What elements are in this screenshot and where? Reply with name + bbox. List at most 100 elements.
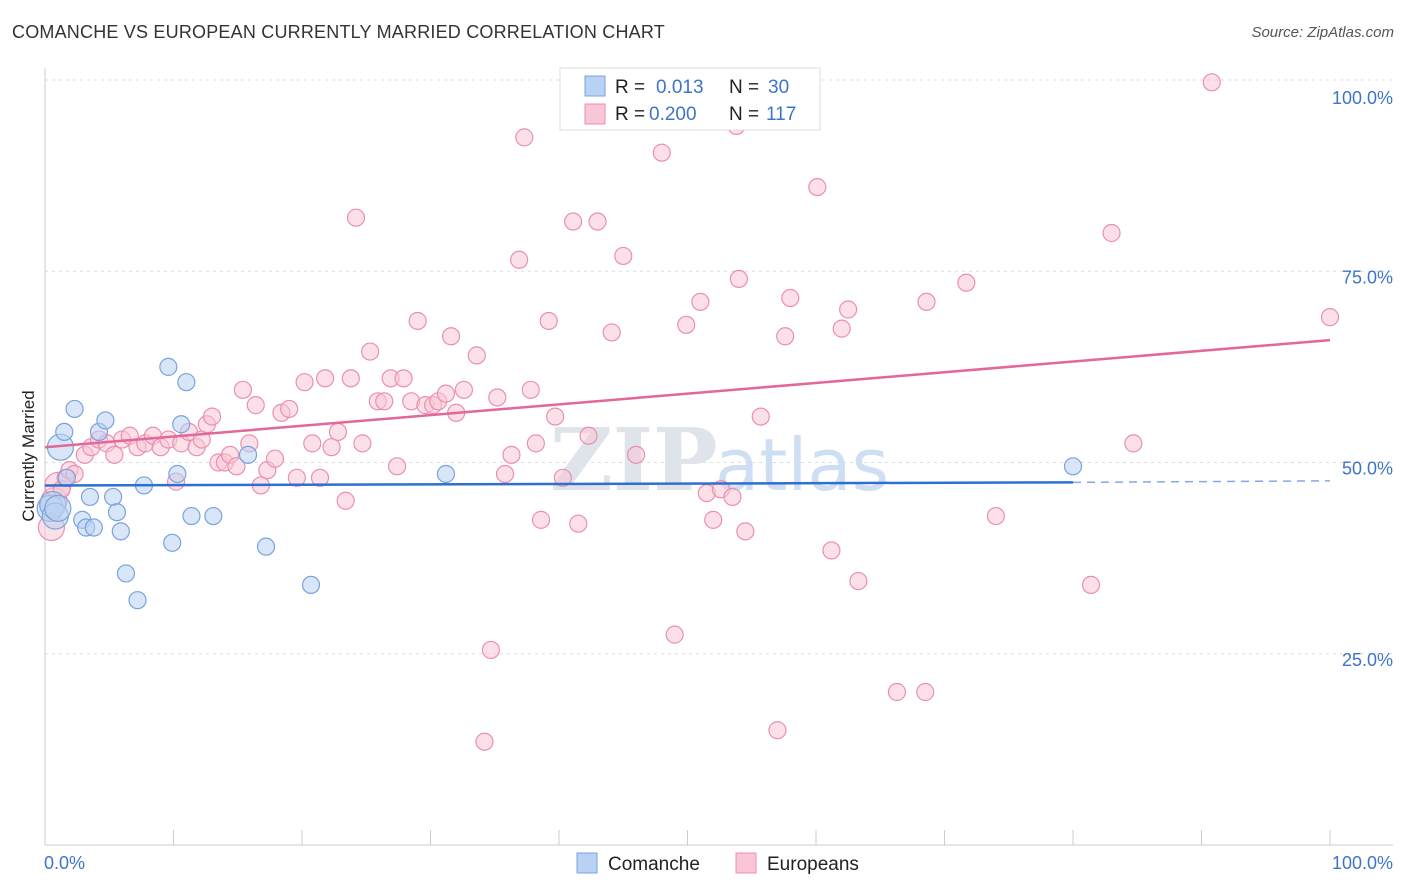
comanche-point [1063, 457, 1083, 476]
europeans-point [387, 457, 407, 476]
stats-legend: R = 0.013 N = 30 R = 0.200 N = 117 [559, 67, 821, 131]
europeans-points [37, 73, 1340, 751]
europeans-point [768, 721, 787, 740]
europeans-point [328, 422, 348, 441]
comanche-trend-extension [1072, 480, 1331, 484]
europeans-point [808, 178, 827, 197]
comanche-r-value: 0.013 [656, 77, 704, 98]
y-axis-label: Currently Married [19, 390, 38, 521]
europeans-point [346, 208, 366, 227]
europeans-point [475, 732, 494, 751]
europeans-point [454, 380, 474, 399]
y-tick-label-25: 25.0% [1342, 650, 1393, 670]
europeans-point [361, 342, 380, 361]
europeans-point [916, 682, 935, 702]
europeans-point [481, 640, 500, 660]
europeans-point [510, 250, 529, 269]
comanche-r-label: R = [615, 77, 645, 98]
comanche-point [107, 503, 127, 522]
chart-title: COMANCHE VS EUROPEAN CURRENTLY MARRIED C… [12, 22, 665, 42]
europeans-point [569, 514, 588, 533]
europeans-point [723, 487, 742, 507]
europeans-point [1081, 575, 1101, 595]
comanche-point [96, 411, 115, 430]
europeans-point [849, 571, 868, 591]
europeans-point [322, 438, 341, 457]
comanche-legend-label: Comanche [608, 854, 700, 875]
europeans-point [822, 541, 841, 560]
europeans-point [781, 288, 800, 308]
comanche-point [159, 357, 178, 376]
watermark: ZIP atlas [550, 410, 889, 511]
comanche-point [168, 464, 187, 484]
comanche-point [44, 494, 72, 522]
tick-layer: 0.0% 100.0% 25.0% 50.0% 75.0% 100.0% [44, 88, 1393, 873]
europeans-point [751, 407, 770, 426]
europeans-point [729, 269, 749, 288]
axis-layer [44, 68, 1393, 846]
europeans-point [280, 399, 299, 419]
europeans-point [531, 510, 551, 529]
europeans-point [441, 327, 461, 346]
europeans-point [467, 346, 486, 365]
europeans-point [1124, 434, 1143, 453]
europeans-point [246, 396, 265, 415]
europeans-point [665, 625, 684, 644]
europeans-point [564, 212, 583, 231]
europeans-point [539, 311, 558, 331]
europeans-point [736, 522, 755, 541]
europeans-point [691, 292, 710, 311]
europeans-point [986, 506, 1006, 526]
y-tick-label-75: 75.0% [1342, 267, 1393, 287]
europeans-legend-label: Europeans [767, 854, 859, 875]
comanche-bottom-swatch [576, 852, 598, 874]
europeans-point [227, 457, 246, 476]
watermark-atlas: atlas [715, 423, 889, 507]
europeans-point [588, 212, 607, 231]
europeans-point [336, 491, 355, 510]
comanche-point [182, 506, 201, 526]
comanche-point [238, 445, 258, 464]
europeans-point [488, 388, 507, 407]
europeans-point [310, 468, 330, 487]
comanche-point [111, 522, 130, 541]
europeans-point [626, 445, 646, 464]
comanche-point [65, 399, 84, 419]
grid-layer [45, 79, 1393, 655]
comanche-point [128, 591, 147, 610]
europeans-point [546, 407, 565, 426]
europeans-point [521, 380, 540, 399]
europeans-legend-swatch [584, 103, 606, 125]
comanche-point [256, 537, 276, 556]
europeans-point [832, 319, 851, 338]
europeans-point [1102, 223, 1121, 243]
europeans-point [957, 273, 976, 292]
europeans-point [677, 315, 696, 334]
trend-layer [44, 338, 1331, 487]
comanche-point [84, 518, 103, 537]
europeans-point [316, 369, 335, 388]
comanche-point [177, 373, 196, 392]
europeans-point [515, 128, 534, 147]
comanche-point [204, 506, 223, 526]
europeans-point [394, 369, 413, 388]
comanche-points [36, 357, 1083, 610]
comanche-n-value: 30 [768, 77, 789, 98]
europeans-point [408, 311, 427, 331]
europeans-point [704, 510, 723, 529]
europeans-point [265, 449, 285, 468]
europeans-bottom-swatch [735, 852, 757, 874]
europeans-point [375, 392, 394, 411]
y-tick-label-50: 50.0% [1342, 459, 1393, 479]
europeans-point [526, 434, 545, 453]
europeans-n-label: N = [729, 104, 759, 125]
europeans-point [1202, 73, 1221, 92]
europeans-point [839, 300, 858, 319]
europeans-point [502, 445, 521, 464]
europeans-point [917, 292, 936, 311]
europeans-point [652, 143, 671, 162]
europeans-r-value: 0.200 [649, 104, 697, 125]
comanche-point [436, 464, 456, 484]
comanche-legend-swatch [584, 75, 606, 97]
